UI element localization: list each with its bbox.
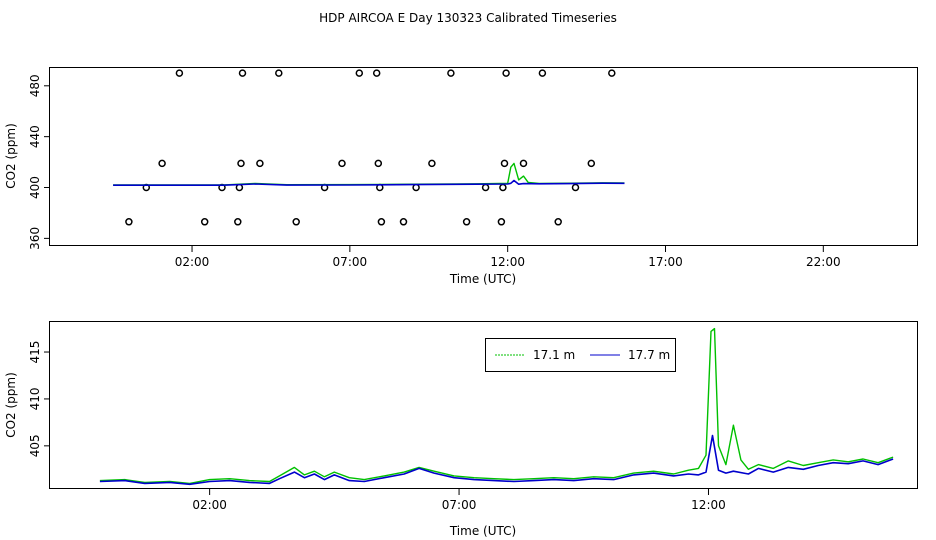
bottom-plot-frame (49, 321, 918, 489)
series-line-17-1-m (99, 327, 894, 485)
scatter-point (355, 69, 364, 77)
scatter-point (428, 159, 436, 168)
legend-label-17-1m: 17.1 m (533, 348, 575, 362)
top-x-axis: 02:00 07:00 12:00 17:00 22:00 (175, 246, 841, 269)
x-tick-label: 17:00 (648, 255, 683, 269)
scatter-point (374, 159, 383, 168)
x-tick-label: 12:00 (691, 498, 726, 512)
scatter-point (372, 69, 381, 77)
scatter-point (499, 183, 507, 192)
scatter-point (519, 159, 528, 168)
scatter-point (338, 159, 346, 168)
scatter-point (158, 159, 166, 168)
legend-label-17-7m: 17.7 m (628, 348, 670, 362)
scatter-point (238, 69, 247, 77)
series-line-17-7-m (113, 179, 625, 186)
x-tick-label: 02:00 (192, 498, 227, 512)
scatter-point (377, 218, 386, 226)
y-tick-label: 360 (28, 227, 42, 250)
y-tick-label: 410 (28, 387, 42, 410)
y-tick-label: 405 (28, 434, 42, 457)
bottom-x-axis-label: Time (UTC) (449, 524, 516, 538)
top-plot-frame (49, 67, 918, 246)
y-tick-label: 480 (28, 74, 42, 97)
scatter-point (462, 218, 471, 226)
scatter-point (447, 69, 455, 77)
scatter-point (237, 159, 245, 168)
top-y-axis-label: CO2 (ppm) (4, 123, 18, 189)
scatter-point (399, 218, 408, 226)
bottom-panel: 02:00 07:00 12:00 405 410 415 Time (UTC) CO2… (4, 321, 918, 538)
x-tick-label: 07:00 (442, 498, 477, 512)
y-tick-label: 440 (28, 125, 42, 148)
bottom-x-axis: 02:00 07:00 12:00 (192, 489, 726, 512)
scatter-point (412, 183, 420, 192)
bottom-series-lines (99, 327, 894, 486)
scatter-point (481, 183, 490, 192)
y-tick-label: 415 (28, 341, 42, 364)
scatter-point (125, 218, 133, 226)
x-tick-label: 07:00 (333, 255, 368, 269)
scatter-point (256, 159, 264, 168)
legend-box (485, 338, 676, 372)
scatter-point (175, 69, 184, 77)
top-x-axis-label: Time (UTC) (449, 272, 516, 286)
series-line-17-1-m (113, 162, 625, 186)
scatter-point (234, 218, 242, 226)
y-tick-label: 400 (28, 176, 42, 199)
scatter-point (200, 218, 209, 226)
bottom-y-axis-label: CO2 (ppm) (4, 372, 18, 438)
figure-title: HDP AIRCOA E Day 130323 Calibrated Times… (319, 11, 617, 25)
scatter-point (608, 69, 616, 77)
top-y-axis: 360 400 440 480 (28, 74, 50, 250)
scatter-point (497, 218, 506, 226)
bottom-y-axis: 405 410 415 (28, 341, 50, 457)
top-scatter-points (125, 69, 616, 226)
top-panel: 02:00 07:00 12:00 17:00 22:00 360 400 440 480 T… (4, 67, 918, 286)
scatter-point (571, 183, 580, 192)
top-series-lines (113, 162, 625, 186)
series-line-17-7-m (99, 434, 894, 486)
scatter-point (500, 159, 509, 168)
legend: 17.1 m 17.7 m (485, 338, 676, 372)
scatter-point (554, 218, 562, 226)
scatter-point (538, 69, 547, 77)
scatter-point (275, 69, 283, 77)
x-tick-label: 22:00 (806, 255, 841, 269)
scatter-point (292, 218, 300, 226)
scatter-point (502, 69, 510, 77)
scatter-point (587, 159, 596, 168)
x-tick-label: 12:00 (490, 255, 525, 269)
x-tick-label: 02:00 (175, 255, 210, 269)
